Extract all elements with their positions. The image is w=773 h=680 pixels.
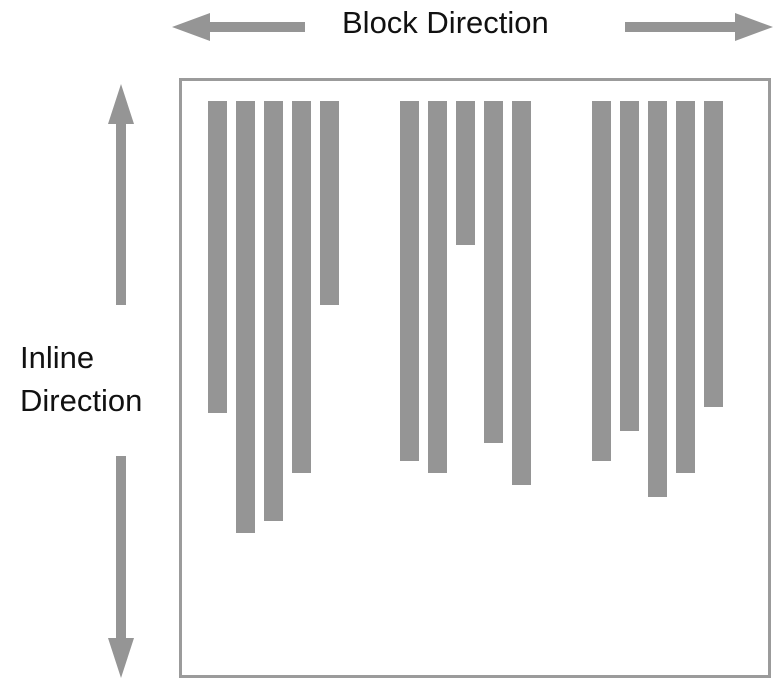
text-line-bar xyxy=(484,101,503,443)
text-line-bar xyxy=(264,101,283,521)
text-line-bar xyxy=(208,101,227,413)
text-line-bar xyxy=(320,101,339,305)
group-3 xyxy=(592,101,723,497)
text-line-bar xyxy=(648,101,667,497)
inline-direction-label: Inline Direction xyxy=(20,336,142,422)
inline-direction-label-line2: Direction xyxy=(20,383,143,418)
inline-arrow-down-icon xyxy=(108,456,134,678)
group-2 xyxy=(400,101,531,485)
text-line-bar xyxy=(676,101,695,473)
text-line-bar xyxy=(512,101,531,485)
text-line-bar xyxy=(292,101,311,473)
text-line-bar xyxy=(236,101,255,533)
text-line-bar xyxy=(704,101,723,407)
text-line-bar xyxy=(428,101,447,473)
inline-arrow-up-icon xyxy=(108,84,134,305)
text-line-bar xyxy=(456,101,475,245)
block-arrow-right-icon xyxy=(625,13,773,41)
inline-direction-label-line1: Inline xyxy=(20,340,95,375)
group-1 xyxy=(208,101,339,533)
block-direction-label: Block Direction xyxy=(342,5,549,40)
text-line-bar xyxy=(592,101,611,461)
text-line-bar xyxy=(400,101,419,461)
block-arrow-left-icon xyxy=(172,13,305,41)
text-line-bar xyxy=(620,101,639,431)
